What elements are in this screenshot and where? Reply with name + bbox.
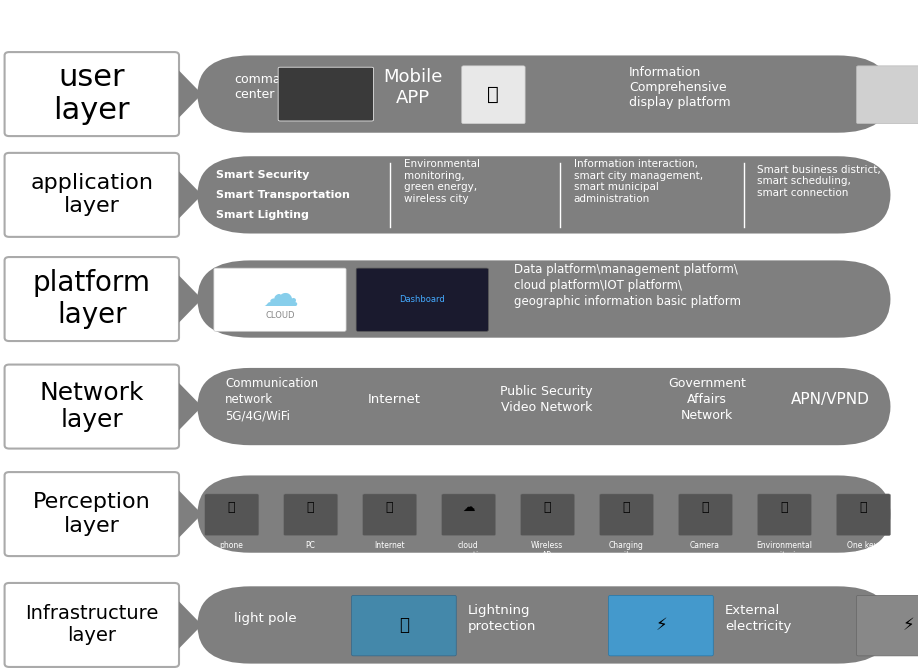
FancyBboxPatch shape xyxy=(5,472,179,556)
FancyBboxPatch shape xyxy=(363,494,417,536)
FancyBboxPatch shape xyxy=(197,56,890,133)
Text: CLOUD: CLOUD xyxy=(265,311,295,321)
FancyBboxPatch shape xyxy=(757,494,812,536)
FancyBboxPatch shape xyxy=(205,494,259,536)
Text: PC: PC xyxy=(306,541,315,550)
FancyBboxPatch shape xyxy=(197,260,890,337)
FancyBboxPatch shape xyxy=(442,494,496,536)
Text: ☁: ☁ xyxy=(462,501,475,514)
Text: Smart Lighting: Smart Lighting xyxy=(216,210,308,220)
Polygon shape xyxy=(179,171,202,218)
Text: ☁: ☁ xyxy=(262,279,298,312)
Text: One key
alarm: One key alarm xyxy=(847,541,879,560)
FancyBboxPatch shape xyxy=(5,583,179,667)
Text: Dashboard: Dashboard xyxy=(399,294,445,304)
Text: Smart business district,
smart scheduling,
smart connection: Smart business district, smart schedulin… xyxy=(757,165,881,198)
FancyBboxPatch shape xyxy=(836,494,890,536)
Text: 📊: 📊 xyxy=(780,501,788,514)
Text: Environmental
monitoring: Environmental monitoring xyxy=(756,541,812,560)
Text: APN/VPND: APN/VPND xyxy=(791,392,870,407)
Text: 🚗: 🚗 xyxy=(622,501,630,514)
Text: 🌐: 🌐 xyxy=(386,501,393,514)
Polygon shape xyxy=(179,383,202,430)
Text: phone: phone xyxy=(219,541,243,550)
FancyBboxPatch shape xyxy=(462,66,525,124)
Text: External
electricity: External electricity xyxy=(725,603,791,633)
FancyBboxPatch shape xyxy=(5,52,179,136)
Text: 📷: 📷 xyxy=(701,501,709,514)
FancyBboxPatch shape xyxy=(856,66,918,124)
Text: Communication
network
5G/4G/WiFi: Communication network 5G/4G/WiFi xyxy=(225,378,318,422)
Text: Wireless
AP: Wireless AP xyxy=(531,541,564,560)
FancyBboxPatch shape xyxy=(609,595,713,656)
Text: 🖥: 🖥 xyxy=(307,501,314,514)
FancyBboxPatch shape xyxy=(5,257,179,341)
FancyBboxPatch shape xyxy=(5,153,179,237)
Text: 📱: 📱 xyxy=(228,501,235,514)
FancyBboxPatch shape xyxy=(678,494,733,536)
Text: ⚡: ⚡ xyxy=(903,616,914,634)
FancyBboxPatch shape xyxy=(197,368,890,445)
Text: Internet: Internet xyxy=(374,541,405,550)
Text: Lightning
protection: Lightning protection xyxy=(468,603,536,633)
FancyBboxPatch shape xyxy=(599,494,654,536)
FancyBboxPatch shape xyxy=(856,595,918,656)
Text: Government
Affairs
Network: Government Affairs Network xyxy=(668,378,745,422)
Polygon shape xyxy=(179,601,202,648)
Text: Smart Security: Smart Security xyxy=(216,170,309,179)
Text: 📱: 📱 xyxy=(487,85,498,103)
FancyBboxPatch shape xyxy=(356,268,488,331)
FancyBboxPatch shape xyxy=(197,476,890,552)
Text: user
layer: user layer xyxy=(53,62,130,126)
Text: Mobile
APP: Mobile APP xyxy=(384,68,442,107)
FancyBboxPatch shape xyxy=(278,67,374,121)
FancyBboxPatch shape xyxy=(214,268,346,331)
Text: Information
Comprehensive
display platform: Information Comprehensive display platfo… xyxy=(629,66,731,109)
Text: Public Security
Video Network: Public Security Video Network xyxy=(500,385,592,415)
Polygon shape xyxy=(179,71,202,118)
Text: Internet: Internet xyxy=(368,393,421,407)
Text: Environmental
monitoring,
green energy,
wireless city: Environmental monitoring, green energy, … xyxy=(404,159,480,204)
Text: platform
layer: platform layer xyxy=(33,269,151,329)
Text: Smart Transportation: Smart Transportation xyxy=(216,190,350,200)
FancyBboxPatch shape xyxy=(521,494,575,536)
Text: 📡: 📡 xyxy=(543,501,551,514)
Text: light pole: light pole xyxy=(234,612,297,625)
Text: Perception
layer: Perception layer xyxy=(33,493,151,536)
Text: Information interaction,
smart city management,
smart municipal
administration: Information interaction, smart city mana… xyxy=(574,159,703,204)
Polygon shape xyxy=(179,491,202,538)
Text: Network
layer: Network layer xyxy=(39,380,144,433)
Text: Data platform\management platform\
cloud platform\IOT platform\
geographic infor: Data platform\management platform\ cloud… xyxy=(514,263,741,308)
FancyBboxPatch shape xyxy=(197,157,890,234)
Text: 🔔: 🔔 xyxy=(859,501,867,514)
Text: Charging
pile: Charging pile xyxy=(609,541,644,560)
Text: Camera: Camera xyxy=(690,541,720,550)
Text: command
center: command center xyxy=(234,73,297,101)
Text: Infrastructure
layer: Infrastructure layer xyxy=(25,604,159,646)
FancyBboxPatch shape xyxy=(352,595,456,656)
Text: 💡: 💡 xyxy=(399,616,409,634)
FancyBboxPatch shape xyxy=(5,364,179,449)
Text: cloud
computing: cloud computing xyxy=(448,541,488,560)
FancyBboxPatch shape xyxy=(197,586,890,664)
Text: ⚡: ⚡ xyxy=(655,616,666,634)
Polygon shape xyxy=(179,276,202,323)
Text: application
layer: application layer xyxy=(30,173,153,216)
FancyBboxPatch shape xyxy=(284,494,338,536)
